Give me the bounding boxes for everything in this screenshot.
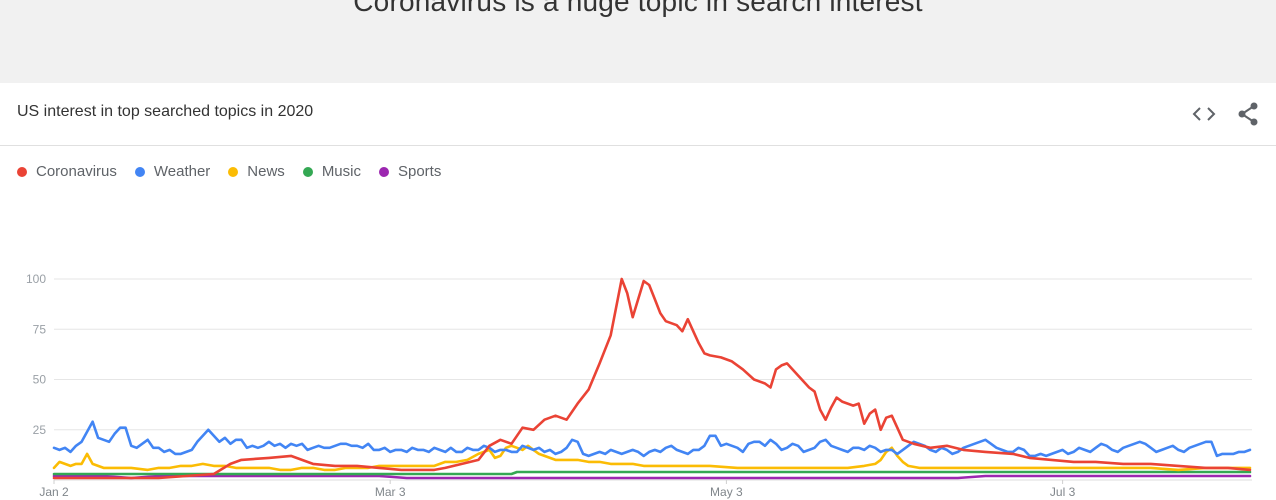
legend-swatch: [17, 166, 27, 177]
card-actions: [1190, 101, 1262, 127]
legend-label: Coronavirus: [36, 163, 117, 180]
chart-legend: Coronavirus Weather News Music Sports: [17, 163, 459, 180]
y-tick-label: 25: [33, 423, 47, 437]
series-line-coronavirus: [52, 277, 1252, 480]
series-line-weather: [52, 420, 1252, 458]
x-tick-label: May 3: [710, 485, 743, 499]
y-tick-label: 50: [33, 373, 47, 387]
chart-card: US interest in top searched topics in 20…: [0, 83, 1276, 500]
series-line-news: [52, 444, 1252, 472]
legend-item-weather[interactable]: Weather: [134, 163, 211, 180]
legend-swatch: [302, 166, 313, 177]
y-tick-label: 75: [33, 322, 47, 336]
series-line-sports: [52, 474, 1252, 480]
legend-label: News: [247, 163, 285, 180]
card-divider: [0, 145, 1276, 146]
legend-swatch: [134, 166, 145, 177]
share-icon[interactable]: [1234, 101, 1262, 127]
x-tick-label: Mar 3: [375, 485, 406, 499]
legend-swatch: [378, 166, 389, 177]
legend-label: Music: [321, 163, 361, 180]
x-tick-label: Jul 3: [1050, 485, 1076, 499]
headline: Coronavirus is a huge topic in search in…: [353, 0, 923, 17]
legend-label: Weather: [153, 163, 211, 180]
y-tick-label: 100: [26, 272, 46, 286]
legend-label: Sports: [397, 163, 442, 180]
x-tick-label: Jan 2: [39, 485, 69, 499]
series-line-music: [52, 470, 1252, 476]
legend-item-sports[interactable]: Sports: [378, 163, 442, 180]
legend-item-news[interactable]: News: [228, 163, 285, 180]
legend-item-coronavirus[interactable]: Coronavirus: [17, 163, 117, 180]
legend-swatch: [228, 166, 239, 177]
legend-item-music[interactable]: Music: [302, 163, 361, 180]
chart-title: US interest in top searched topics in 20…: [17, 103, 314, 120]
embed-code-icon[interactable]: [1190, 101, 1218, 127]
